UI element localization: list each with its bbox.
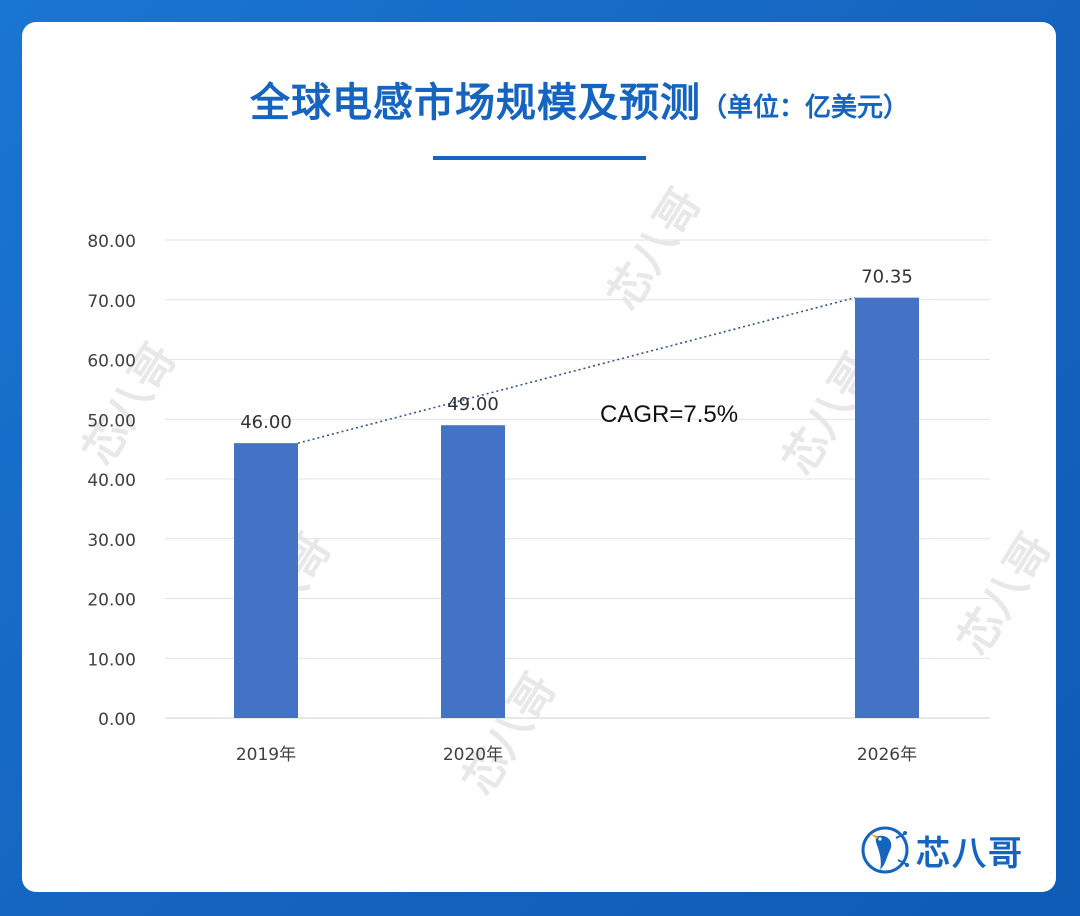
- x-tick-label: 2019年: [236, 745, 296, 765]
- data-label: 49.00: [447, 394, 499, 415]
- bar: [441, 425, 505, 718]
- y-tick-label: 30.00: [87, 531, 136, 551]
- brand-logo: 芯八哥: [860, 820, 1024, 880]
- y-tick-label: 10.00: [87, 650, 136, 670]
- gridlines: [165, 239, 990, 719]
- x-tick-label: 2020年: [443, 745, 503, 765]
- title-unit: （单位：亿美元）: [701, 93, 910, 123]
- y-tick-label: 60.00: [87, 352, 136, 372]
- x-axis-ticks: 2019年 2020年 2026年: [236, 745, 917, 765]
- brand-name: 芯八哥: [916, 833, 1024, 874]
- bar: [855, 297, 919, 718]
- trendline: [297, 296, 856, 444]
- data-label: 70.35: [861, 267, 913, 288]
- y-tick-label: 20.00: [87, 591, 136, 611]
- title-main: 全球电感市场规模及预测: [250, 80, 701, 126]
- bars: [234, 297, 919, 718]
- chart-title: 全球电感市场规模及预测（单位：亿美元）: [250, 70, 1030, 130]
- x-tick-label: 2026年: [857, 745, 917, 765]
- data-label: 46.00: [240, 412, 292, 433]
- cagr-annotation: CAGR=7.5%: [600, 401, 738, 428]
- bird-logo-icon: [861, 826, 909, 874]
- y-axis-ticks: 0.00 10.00 20.00 30.00 40.00 50.00 60.00 70.00 8…: [87, 232, 136, 730]
- trendline-dotted: [297, 296, 856, 444]
- bar: [234, 443, 298, 718]
- y-tick-label: 80.00: [87, 232, 136, 252]
- data-labels: 46.00 49.00 70.35: [240, 267, 913, 433]
- y-tick-label: 50.00: [87, 411, 136, 431]
- title-underline: [433, 156, 646, 160]
- y-tick-label: 0.00: [98, 710, 136, 730]
- y-tick-label: 70.00: [87, 292, 136, 312]
- y-tick-label: 40.00: [87, 471, 136, 491]
